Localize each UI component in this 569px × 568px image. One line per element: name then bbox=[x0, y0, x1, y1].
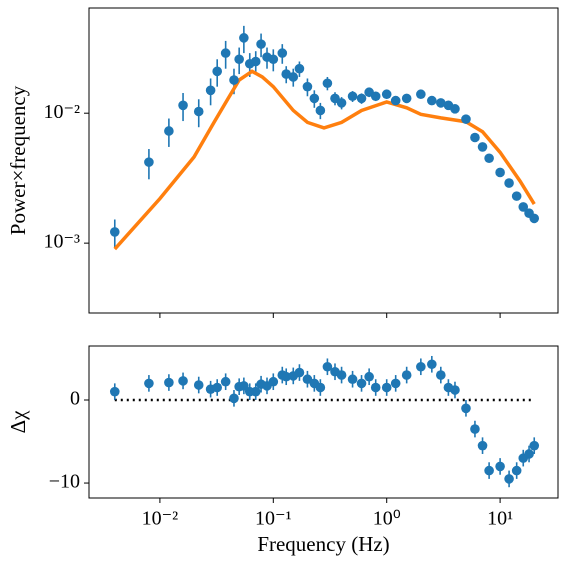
data-point bbox=[401, 370, 412, 380]
data-point bbox=[212, 382, 222, 393]
data-point bbox=[229, 75, 239, 85]
y-tick-label: 10⁻³ bbox=[43, 231, 80, 253]
data-point bbox=[495, 167, 505, 178]
data-point bbox=[220, 376, 231, 387]
data-point bbox=[164, 126, 174, 136]
data-point bbox=[436, 98, 446, 108]
axes-frame bbox=[88, 7, 559, 314]
data-point bbox=[511, 191, 522, 201]
data-point bbox=[364, 371, 374, 382]
data-point bbox=[309, 93, 320, 104]
data-point bbox=[370, 91, 381, 102]
data-point bbox=[347, 374, 358, 385]
data-point bbox=[524, 449, 534, 459]
x-tick-label: 10⁻² bbox=[142, 508, 179, 530]
data-point bbox=[370, 382, 381, 393]
data-point bbox=[356, 378, 367, 389]
data-point bbox=[302, 81, 313, 92]
data-point bbox=[302, 374, 313, 385]
data-point bbox=[239, 381, 249, 391]
data-point bbox=[477, 440, 488, 451]
x-tick-label: 10⁻¹ bbox=[255, 508, 292, 530]
data-point bbox=[315, 105, 326, 116]
data-point bbox=[268, 54, 279, 65]
axes-frame bbox=[88, 345, 559, 499]
data-point bbox=[250, 56, 261, 67]
data-point bbox=[356, 93, 367, 104]
data-point bbox=[109, 227, 120, 237]
data-point bbox=[436, 370, 446, 380]
data-point bbox=[381, 89, 392, 100]
data-point bbox=[322, 78, 333, 89]
data-point bbox=[529, 213, 540, 224]
data-point bbox=[294, 63, 305, 74]
data-point bbox=[212, 66, 222, 77]
data-point bbox=[336, 98, 347, 108]
data-point bbox=[484, 153, 494, 164]
data-point bbox=[401, 93, 412, 104]
data-point bbox=[450, 385, 460, 395]
data-point bbox=[484, 465, 494, 476]
data-point bbox=[193, 380, 204, 390]
data-point bbox=[281, 371, 292, 382]
data-point bbox=[427, 359, 437, 370]
data-point bbox=[336, 370, 347, 380]
data-point bbox=[178, 376, 188, 386]
data-point bbox=[315, 382, 326, 393]
data-point bbox=[234, 54, 244, 65]
x-axis-label: Frequency (Hz) bbox=[257, 532, 389, 556]
x-tick-label: 10¹ bbox=[487, 508, 513, 530]
data-point bbox=[193, 106, 204, 117]
data-point bbox=[470, 424, 480, 434]
data-point bbox=[381, 382, 392, 393]
data-point bbox=[390, 95, 401, 106]
y-axis-label: Δχ bbox=[6, 410, 30, 434]
data-point bbox=[518, 202, 529, 212]
data-point bbox=[416, 89, 426, 100]
data-point bbox=[461, 114, 471, 124]
data-point bbox=[416, 361, 426, 372]
data-point bbox=[256, 39, 266, 49]
y-tick-label: −10 bbox=[49, 471, 80, 493]
data-point bbox=[239, 33, 249, 43]
data-point bbox=[144, 157, 154, 167]
data-point bbox=[322, 361, 333, 372]
data-point bbox=[277, 48, 288, 58]
data-point bbox=[109, 386, 120, 397]
data-point bbox=[229, 393, 239, 404]
data-point bbox=[470, 132, 480, 143]
data-point bbox=[268, 376, 279, 387]
data-point bbox=[390, 378, 401, 389]
x-tick-label: 10⁰ bbox=[373, 508, 401, 530]
data-point bbox=[220, 48, 231, 58]
data-point bbox=[250, 386, 261, 397]
data-point bbox=[504, 178, 514, 188]
data-point bbox=[288, 72, 299, 82]
data-point bbox=[427, 95, 437, 106]
data-point bbox=[144, 378, 154, 389]
data-point bbox=[178, 100, 188, 111]
y-tick-label: 10⁻² bbox=[43, 101, 80, 123]
data-point bbox=[347, 91, 358, 102]
data-point bbox=[511, 465, 522, 476]
data-point bbox=[205, 85, 216, 96]
data-point bbox=[294, 367, 305, 378]
data-point bbox=[495, 461, 505, 472]
y-axis-label: Power×frequency bbox=[6, 85, 30, 235]
y-tick-label: 0 bbox=[70, 388, 80, 410]
data-point bbox=[529, 440, 540, 451]
data-point bbox=[461, 403, 471, 414]
data-point bbox=[477, 142, 488, 152]
data-point bbox=[504, 474, 514, 484]
data-point bbox=[450, 104, 460, 114]
model-line bbox=[113, 69, 536, 251]
data-point bbox=[164, 377, 174, 388]
